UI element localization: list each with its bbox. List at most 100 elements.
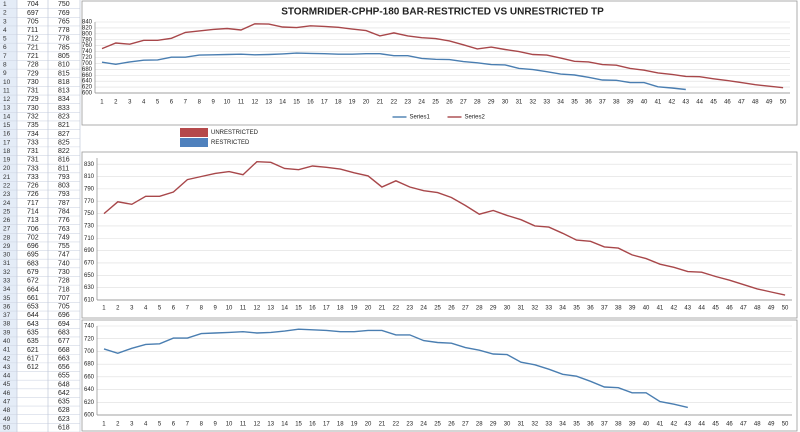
x-tick-label: 18 <box>337 306 344 312</box>
x-tick-label: 20 <box>365 422 372 428</box>
cell: 834 <box>58 96 70 103</box>
x-tick-label: 42 <box>671 422 678 428</box>
x-tick-label: 22 <box>391 100 398 106</box>
x-tick-label: 34 <box>557 100 564 106</box>
series-line <box>103 160 786 296</box>
x-tick-label: 49 <box>768 422 775 428</box>
cell: 721 <box>27 44 39 51</box>
cell: 833 <box>58 105 70 112</box>
cell: 726 <box>27 191 39 198</box>
cell: 803 <box>58 183 70 190</box>
x-tick-label: 36 <box>587 306 594 312</box>
cell: 683 <box>27 260 39 267</box>
row-number: 50 <box>3 424 11 431</box>
x-tick-label: 32 <box>530 100 537 106</box>
cell: 793 <box>58 191 70 198</box>
cell: 733 <box>27 174 39 181</box>
x-tick-label: 15 <box>295 306 302 312</box>
row-number: 4 <box>3 27 7 34</box>
x-tick-label: 48 <box>754 422 761 428</box>
x-tick-label: 48 <box>752 100 759 106</box>
x-tick-label: 27 <box>460 100 467 106</box>
row-number: 44 <box>3 373 11 380</box>
cell: 769 <box>58 10 70 17</box>
cell: 705 <box>58 304 70 311</box>
x-tick-label: 4 <box>142 100 146 106</box>
row-number: 25 <box>3 208 11 215</box>
cell: 661 <box>27 295 39 302</box>
cell: 818 <box>58 79 70 86</box>
x-tick-label: 44 <box>696 100 703 106</box>
x-tick-label: 31 <box>518 422 525 428</box>
x-tick-label: 16 <box>307 100 314 106</box>
cell: 729 <box>27 70 39 77</box>
row-number: 47 <box>3 398 11 405</box>
cell: 714 <box>27 209 39 216</box>
cell: 707 <box>58 295 70 302</box>
x-tick-label: 24 <box>420 422 427 428</box>
legend-label: Series2 <box>465 115 486 121</box>
cell: 821 <box>58 122 70 129</box>
cell: 635 <box>27 338 39 345</box>
cell: 695 <box>27 252 39 259</box>
cell: 827 <box>58 131 70 138</box>
row-number: 34 <box>3 286 11 293</box>
x-tick-label: 37 <box>601 422 608 428</box>
x-tick-label: 38 <box>615 422 622 428</box>
x-tick-label: 9 <box>211 100 215 106</box>
x-tick-label: 25 <box>432 100 439 106</box>
y-tick-label: 720 <box>84 336 95 342</box>
x-tick-label: 35 <box>573 306 580 312</box>
x-tick-label: 11 <box>240 422 247 428</box>
x-tick-label: 40 <box>643 422 650 428</box>
cell: 810 <box>58 62 70 69</box>
cell: 732 <box>27 113 39 120</box>
cell: 683 <box>58 329 70 336</box>
row-number: 28 <box>3 234 11 241</box>
row-number: 9 <box>3 70 7 77</box>
cell: 765 <box>58 18 70 25</box>
x-tick-label: 29 <box>490 306 497 312</box>
x-tick-label: 19 <box>351 306 358 312</box>
row-number: 40 <box>3 338 11 345</box>
row-number: 45 <box>3 381 11 388</box>
row-number: 42 <box>3 355 11 362</box>
x-tick-label: 14 <box>279 100 286 106</box>
cell: 648 <box>58 381 70 388</box>
cell: 705 <box>27 18 39 25</box>
x-tick-label: 34 <box>559 306 566 312</box>
row-number: 18 <box>3 148 11 155</box>
x-tick-label: 43 <box>684 422 691 428</box>
chart-frame <box>81 319 798 432</box>
y-tick-label: 600 <box>84 413 95 419</box>
x-tick-label: 10 <box>226 306 233 312</box>
cell: 653 <box>27 304 39 311</box>
x-tick-label: 21 <box>377 100 384 106</box>
x-tick-label: 7 <box>184 100 188 106</box>
series-line <box>103 328 688 409</box>
y-tick-label: 660 <box>82 73 93 79</box>
row-number: 7 <box>3 53 7 60</box>
y-tick-label: 730 <box>84 223 95 229</box>
x-tick-label: 39 <box>629 306 636 312</box>
y-tick-label: 740 <box>84 324 95 330</box>
x-tick-label: 39 <box>627 100 634 106</box>
cell: 672 <box>27 278 39 285</box>
x-tick-label: 34 <box>559 422 566 428</box>
x-tick-label: 50 <box>782 306 789 312</box>
y-tick-label: 680 <box>82 67 93 73</box>
y-tick-label: 790 <box>84 186 95 192</box>
y-tick-label: 830 <box>84 162 95 168</box>
x-tick-label: 40 <box>641 100 648 106</box>
x-tick-label: 50 <box>782 422 789 428</box>
legend-label: Series1 <box>410 115 431 121</box>
row-number: 31 <box>3 260 11 267</box>
row-number: 29 <box>3 243 11 250</box>
x-tick-label: 17 <box>321 100 328 106</box>
x-tick-label: 4 <box>144 306 148 312</box>
y-tick-label: 700 <box>84 349 95 355</box>
cell: 813 <box>58 88 70 95</box>
cell: 784 <box>58 209 70 216</box>
x-tick-label: 50 <box>780 100 787 106</box>
cell: 785 <box>58 44 70 51</box>
